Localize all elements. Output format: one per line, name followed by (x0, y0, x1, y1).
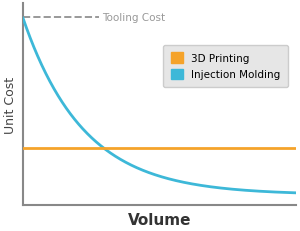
X-axis label: Volume: Volume (128, 212, 191, 227)
Legend: 3D Printing, Injection Molding: 3D Printing, Injection Molding (163, 46, 288, 87)
Y-axis label: Unit Cost: Unit Cost (4, 76, 17, 133)
Text: Tooling Cost: Tooling Cost (102, 13, 165, 23)
